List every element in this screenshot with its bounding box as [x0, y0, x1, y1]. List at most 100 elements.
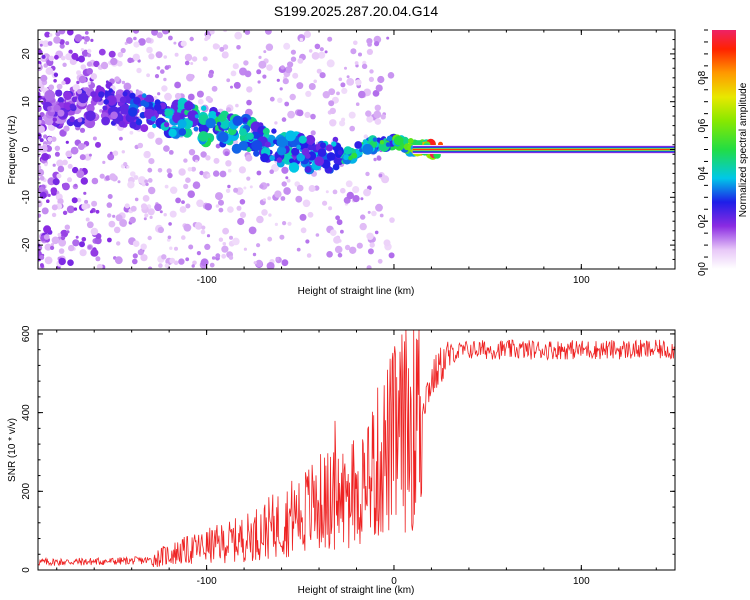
noise-blob: [121, 80, 126, 85]
noise-blob: [274, 222, 278, 226]
noise-blob: [168, 35, 173, 41]
noise-blob: [218, 207, 224, 213]
x-tick-label: -100: [197, 576, 217, 587]
ridge-blob: [86, 104, 95, 113]
ridge-blob: [164, 109, 171, 117]
noise-blob: [62, 210, 68, 215]
noise-blob: [75, 235, 79, 239]
noise-blob: [43, 225, 52, 234]
noise-blob: [107, 237, 112, 243]
noise-blob: [50, 242, 55, 247]
noise-blob: [332, 189, 338, 195]
noise-blob: [196, 251, 201, 256]
noise-blob: [170, 186, 178, 194]
noise-blob: [369, 69, 374, 74]
noise-blob: [53, 36, 61, 44]
noise-blob: [57, 198, 64, 205]
y-tick-label: 400: [21, 404, 32, 421]
ridge-blob: [184, 101, 194, 111]
noise-blob: [106, 202, 113, 208]
noise-blob: [308, 83, 316, 90]
noise-blob: [148, 53, 155, 60]
noise-blob: [44, 243, 52, 251]
noise-blob: [191, 166, 196, 172]
x-tick-label: -100: [197, 275, 217, 286]
noise-blob: [366, 115, 374, 123]
noise-blob: [324, 50, 328, 54]
ridge-blob: [289, 158, 295, 164]
ridge-blob: [385, 142, 391, 147]
ridge-blob: [260, 153, 270, 163]
noise-blob: [88, 153, 92, 157]
noise-blob: [200, 258, 209, 267]
noise-blob: [41, 207, 49, 215]
noise-blob: [107, 153, 115, 161]
noise-blob: [333, 236, 341, 244]
noise-blob: [78, 75, 87, 84]
noise-blob: [157, 226, 164, 234]
noise-blob: [313, 79, 318, 84]
noise-blob: [187, 190, 195, 198]
noise-blob: [168, 150, 174, 155]
noise-blob: [123, 162, 128, 167]
ridge-blob: [354, 141, 363, 149]
ridge-blob: [110, 111, 118, 120]
noise-blob: [81, 237, 87, 242]
noise-blob: [174, 81, 182, 89]
noise-blob: [368, 76, 374, 82]
noise-blob: [86, 221, 94, 229]
noise-blob: [232, 63, 239, 70]
noise-blob: [133, 175, 139, 180]
noise-blob: [169, 210, 177, 218]
noise-blob: [248, 226, 257, 235]
noise-blob: [58, 30, 66, 35]
noise-blob: [148, 186, 156, 195]
ridge-blob: [178, 128, 187, 136]
ridge-blob: [238, 140, 249, 151]
noise-blob: [159, 210, 163, 214]
noise-blob: [300, 227, 307, 234]
noise-blob: [375, 203, 383, 212]
y-tick-label: 20: [21, 48, 32, 60]
noise-blob: [243, 60, 249, 66]
noise-blob: [341, 117, 346, 122]
x-tick-label: 0: [391, 576, 397, 587]
noise-blob: [185, 257, 190, 262]
noise-blob: [344, 244, 351, 251]
noise-blob: [211, 85, 218, 92]
noise-blob: [307, 211, 314, 218]
noise-blob: [308, 49, 313, 53]
noise-blob: [168, 222, 172, 226]
noise-blob: [109, 173, 117, 181]
noise-blob: [109, 151, 113, 155]
noise-blob: [119, 219, 127, 227]
noise-blob: [67, 259, 74, 267]
noise-blob: [132, 258, 138, 265]
ridge-blob: [102, 105, 108, 111]
noise-blob: [157, 92, 161, 96]
noise-blob: [388, 252, 395, 259]
noise-blob: [299, 213, 307, 221]
noise-blob: [87, 53, 92, 58]
colorbar-ticks: 0.0 0.2 0.4 0.6 0.8: [697, 29, 708, 276]
noise-blob: [184, 60, 190, 66]
noise-blob: [281, 117, 287, 122]
noise-blob: [329, 107, 336, 115]
noise-blob: [226, 78, 231, 83]
noise-blob: [115, 214, 123, 222]
noise-blob: [137, 249, 144, 256]
noise-blob: [173, 41, 177, 45]
noise-blob: [297, 58, 304, 64]
noise-blob: [310, 113, 316, 120]
noise-blob: [58, 248, 65, 254]
ridge-blob: [393, 135, 404, 146]
snr-series-line: [38, 330, 675, 567]
noise-blob: [90, 73, 98, 80]
ridge-blob: [141, 93, 147, 98]
ridge-blob: [372, 137, 378, 142]
noise-blob: [166, 168, 172, 174]
x-tick-label: 100: [573, 275, 590, 286]
noise-blob: [373, 157, 377, 162]
ridge-blob: [246, 132, 254, 140]
noise-blob: [365, 171, 370, 177]
